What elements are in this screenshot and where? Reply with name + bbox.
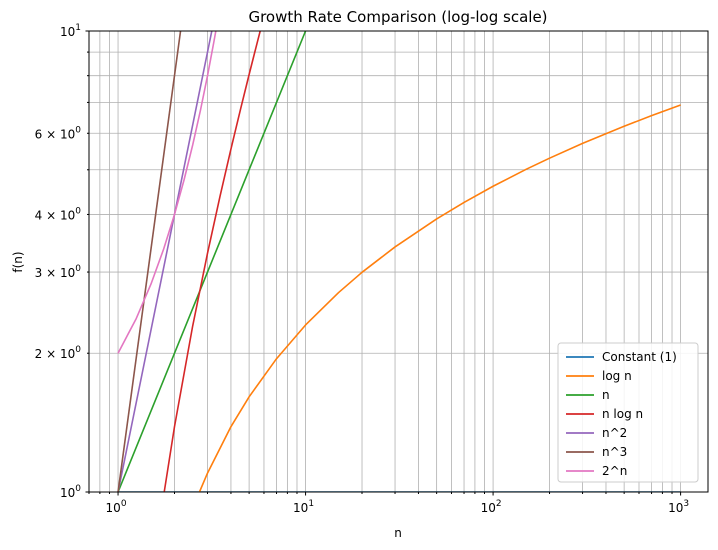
y-axis-label: f(n) (11, 251, 25, 272)
y-tick-label: 3 × 100 (35, 264, 82, 280)
grid (88, 30, 708, 493)
series-line-n (117, 31, 307, 492)
legend-label-n-log-n: n log n (602, 407, 643, 421)
series-line-2-n (117, 31, 217, 354)
x-tick-label: 103 (668, 499, 689, 515)
ticks: 100 101 102 103 100 2 × 100 3 × 100 4 × 100 6 × … (35, 23, 689, 515)
chart-title: Growth Rate Comparison (log-log scale) (248, 8, 547, 26)
legend-label-log-n: log n (602, 369, 632, 383)
x-axis-label: n (394, 526, 402, 540)
legend: Constant (1) log n n n log n n^2 n^3 2^n (557, 342, 699, 483)
series-lines (117, 31, 681, 492)
legend-box (557, 342, 699, 483)
legend-label-constant-1: Constant (1) (602, 350, 677, 364)
y-tick-label: 2 × 100 (35, 345, 82, 361)
y-tick-label: 4 × 100 (35, 206, 82, 222)
legend-label-2-n: 2^n (602, 464, 627, 478)
series-line-log-n (198, 104, 681, 492)
series-group (117, 31, 681, 492)
y-tick-label: 100 (60, 484, 81, 500)
series-line-n-3 (117, 31, 182, 492)
series-line-n-log-n (163, 31, 262, 492)
y-tick-label: 6 × 100 (35, 125, 82, 141)
legend-label-n-2: n^2 (602, 426, 627, 440)
plot-frame (88, 30, 709, 493)
x-tick-label: 102 (481, 499, 502, 515)
legend-label-n-3: n^3 (602, 445, 627, 459)
legend-label-n: n (602, 388, 610, 402)
x-tick-label: 100 (106, 499, 127, 515)
y-tick-label: 101 (60, 23, 81, 39)
series-line-n-2 (117, 31, 213, 492)
x-tick-label: 101 (293, 499, 314, 515)
